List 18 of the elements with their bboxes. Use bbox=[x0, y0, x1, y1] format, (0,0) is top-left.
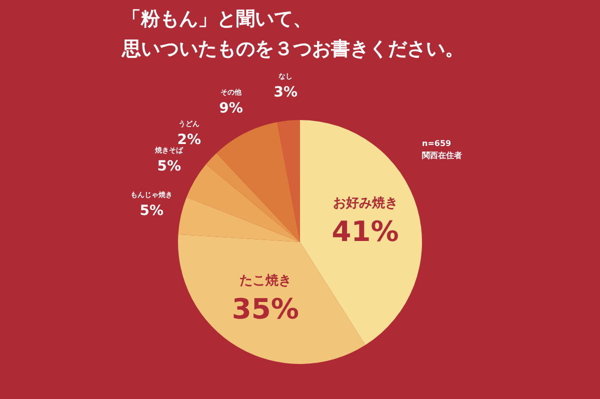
text: n=659 bbox=[422, 139, 452, 148]
pie-slice bbox=[277, 120, 300, 242]
pie-slice bbox=[216, 122, 300, 242]
data-label: 5% bbox=[140, 202, 164, 219]
chart-title: 「粉もん」と聞いて、思いついたものを３つお書きください。 bbox=[121, 8, 464, 60]
pie-slice bbox=[206, 153, 300, 242]
data-label: 2% bbox=[177, 132, 202, 148]
data-label: 3% bbox=[274, 84, 298, 101]
data-label: 9% bbox=[219, 100, 243, 117]
pie-slice bbox=[300, 120, 422, 346]
slice-label: たこ焼き bbox=[239, 274, 292, 289]
text: 関西在住者 bbox=[422, 151, 462, 160]
pie-slice bbox=[186, 164, 300, 242]
data-label: 41% bbox=[332, 215, 399, 248]
data-label: 35% bbox=[232, 292, 299, 326]
pie-slice bbox=[178, 197, 300, 242]
data-label: 5% bbox=[157, 158, 182, 175]
slice-label: お好み焼き bbox=[332, 196, 398, 212]
